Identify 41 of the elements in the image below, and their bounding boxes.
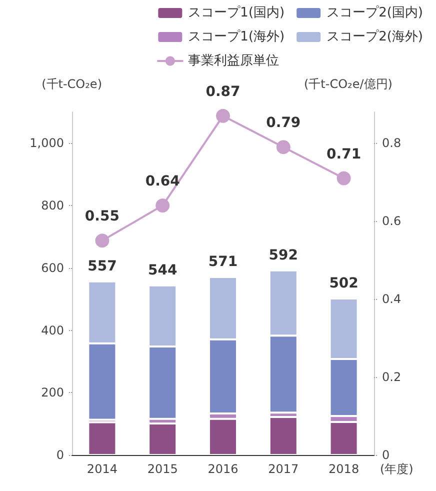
- data-label: 0.87: [206, 84, 240, 100]
- data-label: 0.71: [326, 146, 362, 162]
- total-label: 557: [88, 258, 117, 274]
- point: [276, 140, 290, 154]
- legend-label: スコープ1(海外): [188, 30, 285, 44]
- data-label: 0.55: [84, 208, 120, 225]
- y-tick-label: 400: [41, 323, 64, 338]
- x-tick-label: 2018: [328, 462, 360, 476]
- x-tick-label: 2017: [268, 462, 299, 476]
- x-axis-title: (年度): [380, 462, 414, 476]
- total-label: 571: [208, 254, 238, 270]
- y-tick-label: 1,000: [30, 136, 64, 150]
- y-tick-label: 0: [56, 448, 64, 462]
- x-tick-label: 2015: [147, 462, 178, 476]
- data-label: 0.64: [145, 174, 180, 190]
- x-tick-label: 2014: [86, 462, 118, 476]
- total-label: 544: [148, 262, 178, 278]
- y2-tick-label: 0.2: [382, 370, 402, 384]
- total-label: 502: [329, 275, 358, 292]
- data-label: 0.79: [266, 115, 301, 132]
- bar: [269, 416, 298, 455]
- y2-tick-label: 0.4: [382, 292, 402, 306]
- legend-label: 事業利益原単位: [188, 54, 280, 68]
- y-tick-label: 200: [41, 386, 64, 400]
- legend-label: スコープ1(国内): [188, 6, 285, 20]
- bar: [88, 422, 116, 455]
- y-tick-label: 800: [41, 198, 64, 213]
- legend-label: スコープ2(海外): [326, 30, 424, 44]
- x-tick-label: 2016: [208, 462, 238, 476]
- legend-label: スコープ2(国内): [326, 6, 424, 20]
- point: [156, 198, 170, 213]
- point: [95, 234, 110, 248]
- point: [216, 108, 230, 123]
- y2-tick-label: 0.6: [382, 214, 402, 228]
- total-label: 592: [268, 247, 298, 264]
- y-tick-label: 600: [41, 260, 64, 275]
- y2-tick-label: 0: [382, 448, 390, 462]
- y2-axis-title: (千t-CO₂e/億円): [304, 77, 392, 91]
- point: [336, 171, 351, 186]
- y2-tick-label: 0.8: [382, 136, 402, 150]
- y-axis-title: (千t-CO₂e): [42, 77, 102, 91]
